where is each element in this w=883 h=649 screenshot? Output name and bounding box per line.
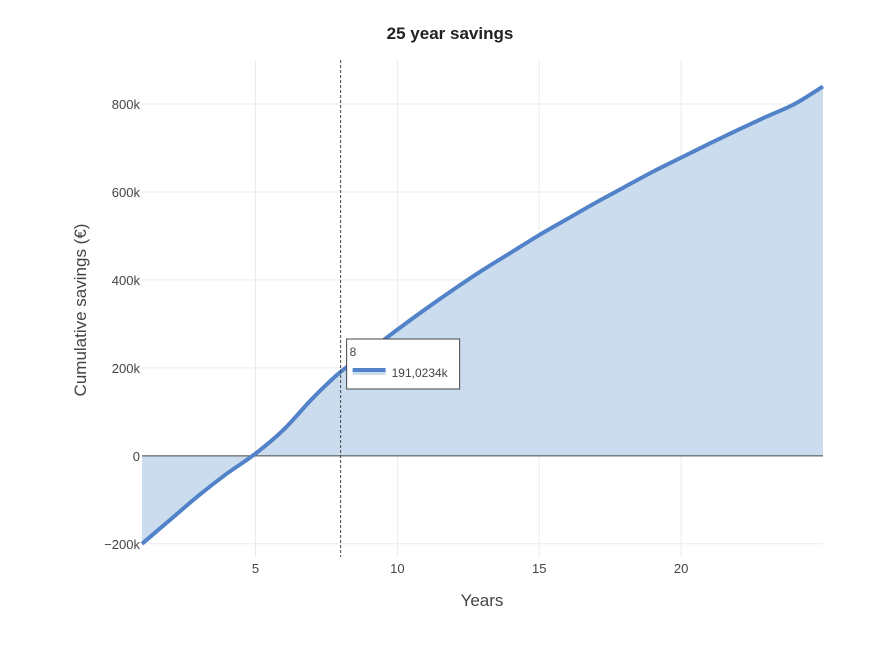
series-line (140, 84, 825, 546)
data-point[interactable] (820, 83, 826, 89)
plot-area (142, 86, 823, 544)
hover-group: 8 191,0234k (340, 60, 461, 557)
data-point[interactable] (253, 451, 259, 457)
data-point[interactable] (480, 267, 486, 273)
data-point[interactable] (621, 184, 627, 190)
data-point[interactable] (650, 169, 656, 175)
data-point[interactable] (707, 141, 713, 147)
chart-title: 25 year savings (387, 24, 514, 43)
data-point[interactable] (536, 232, 542, 238)
y-tick-label: −200k (104, 537, 140, 552)
tooltip-x-label: 8 (350, 345, 357, 359)
x-tick-label: 10 (390, 561, 404, 576)
x-axis-label: Years (461, 591, 504, 610)
x-tick-label: 20 (674, 561, 688, 576)
x-tick-label: 15 (532, 561, 546, 576)
y-tick-label: 400k (112, 273, 141, 288)
data-point[interactable] (678, 155, 684, 161)
data-point[interactable] (167, 517, 173, 523)
data-point[interactable] (565, 216, 571, 222)
series-line-group (140, 83, 826, 546)
tooltip-value: 191,0234k (392, 366, 449, 380)
y-tick-label: 200k (112, 361, 141, 376)
y-tick-label: 0 (133, 449, 140, 464)
y-axis-label: Cumulative savings (€) (71, 224, 90, 397)
data-point[interactable] (763, 114, 769, 120)
tooltip-legend-fill (352, 372, 386, 375)
y-tick-label: 600k (112, 185, 141, 200)
data-point[interactable] (196, 492, 202, 498)
x-tick-label: 5 (252, 561, 259, 576)
tick-labels: 5 10 15 20 −200k 0 200k 400k 600k 800k (104, 97, 688, 576)
data-point[interactable] (735, 127, 741, 133)
data-point[interactable] (281, 426, 287, 432)
data-point[interactable] (508, 250, 514, 256)
data-point[interactable] (451, 286, 457, 292)
data-point[interactable] (309, 396, 315, 402)
data-point[interactable] (423, 306, 429, 312)
series-area-fill (142, 86, 823, 544)
data-point[interactable] (593, 200, 599, 206)
data-point[interactable] (394, 327, 400, 333)
data-point[interactable] (792, 101, 798, 107)
tooltip-legend-line (352, 368, 386, 372)
y-tick-label: 800k (112, 97, 141, 112)
data-point[interactable] (224, 470, 230, 476)
hover-tooltip (346, 338, 461, 390)
